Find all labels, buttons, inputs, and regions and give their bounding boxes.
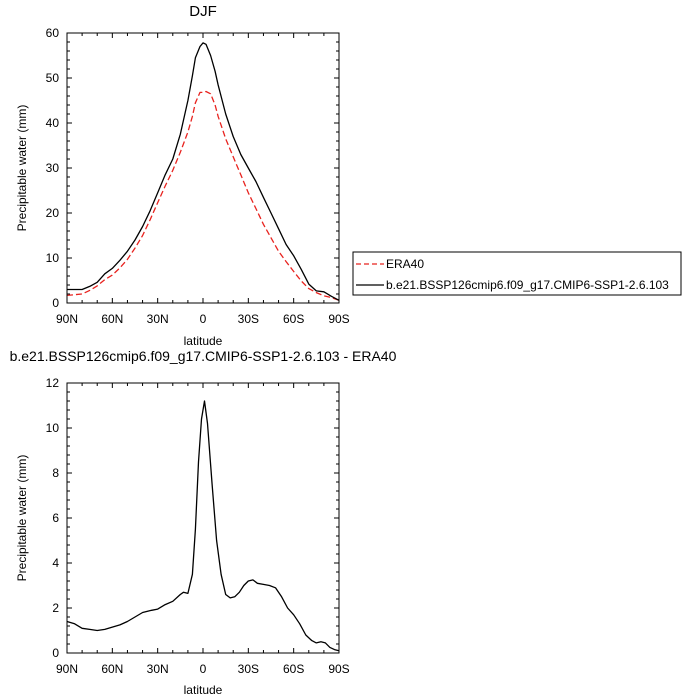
y-tick-label: 0: [52, 646, 59, 660]
x-tick-label: 90N: [56, 312, 78, 326]
chart-title: b.e21.BSSP126cmip6.f09_g17.CMIP6-SSP1-2.…: [10, 348, 397, 364]
x-tick-label: 90S: [328, 312, 349, 326]
legend: ERA40 b.e21.BSSP126cmip6.f09_g17.CMIP6-S…: [352, 251, 682, 296]
y-tick-label: 40: [46, 116, 60, 130]
y-tick-label: 10: [46, 421, 60, 435]
x-tick-label: 90N: [56, 662, 78, 676]
plot-frame: [66, 32, 340, 304]
x-tick-label: 30S: [238, 312, 259, 326]
y-tick-label: 0: [52, 296, 59, 310]
x-tick-label: 30N: [147, 662, 169, 676]
x-tick-label: 60S: [283, 662, 304, 676]
y-axis-label: Precipitable water (mm): [15, 455, 29, 582]
y-tick-label: 20: [46, 206, 60, 220]
x-tick-label: 60S: [283, 312, 304, 326]
y-tick-label: 8: [52, 466, 59, 480]
plot-frame: [66, 382, 340, 654]
x-tick-label: 60N: [101, 662, 123, 676]
chart-title: DJF: [189, 3, 217, 20]
y-tick-label: 12: [46, 376, 60, 390]
y-tick-label: 50: [46, 71, 60, 85]
x-tick-label: 30S: [238, 662, 259, 676]
y-tick-label: 30: [46, 161, 60, 175]
series-line-era40: [66, 90, 340, 301]
x-tick-label: 30N: [147, 312, 169, 326]
y-tick-label: 60: [46, 26, 60, 40]
y-tick-label: 4: [52, 556, 59, 570]
top-chart: DJF 90N 60N 30N 0 30S 60S 90S 0 10 20 30 40 50 60 Pre…: [15, 3, 350, 348]
bottom-chart: b.e21.BSSP126cmip6.f09_g17.CMIP6-SSP1-2.…: [10, 348, 397, 697]
x-tick-label: 60N: [101, 312, 123, 326]
x-axis-label: latitude: [184, 683, 223, 697]
series-line-model: [66, 400, 340, 652]
y-tick-label: 6: [52, 511, 59, 525]
series-line-model: [67, 42, 340, 301]
x-tick-label: 0: [200, 662, 207, 676]
y-tick-label: 2: [52, 601, 59, 615]
x-tick-label: 90S: [328, 662, 349, 676]
legend-box: [352, 251, 682, 296]
legend-label-model: b.e21.BSSP126cmip6.f09_g17.CMIP6-SSP1-2.…: [386, 278, 669, 292]
y-axis-label: Precipitable water (mm): [15, 105, 29, 232]
legend-label-era40: ERA40: [386, 257, 424, 271]
x-axis-label: latitude: [184, 334, 223, 348]
y-tick-label: 10: [46, 251, 60, 265]
x-tick-label: 0: [200, 312, 207, 326]
